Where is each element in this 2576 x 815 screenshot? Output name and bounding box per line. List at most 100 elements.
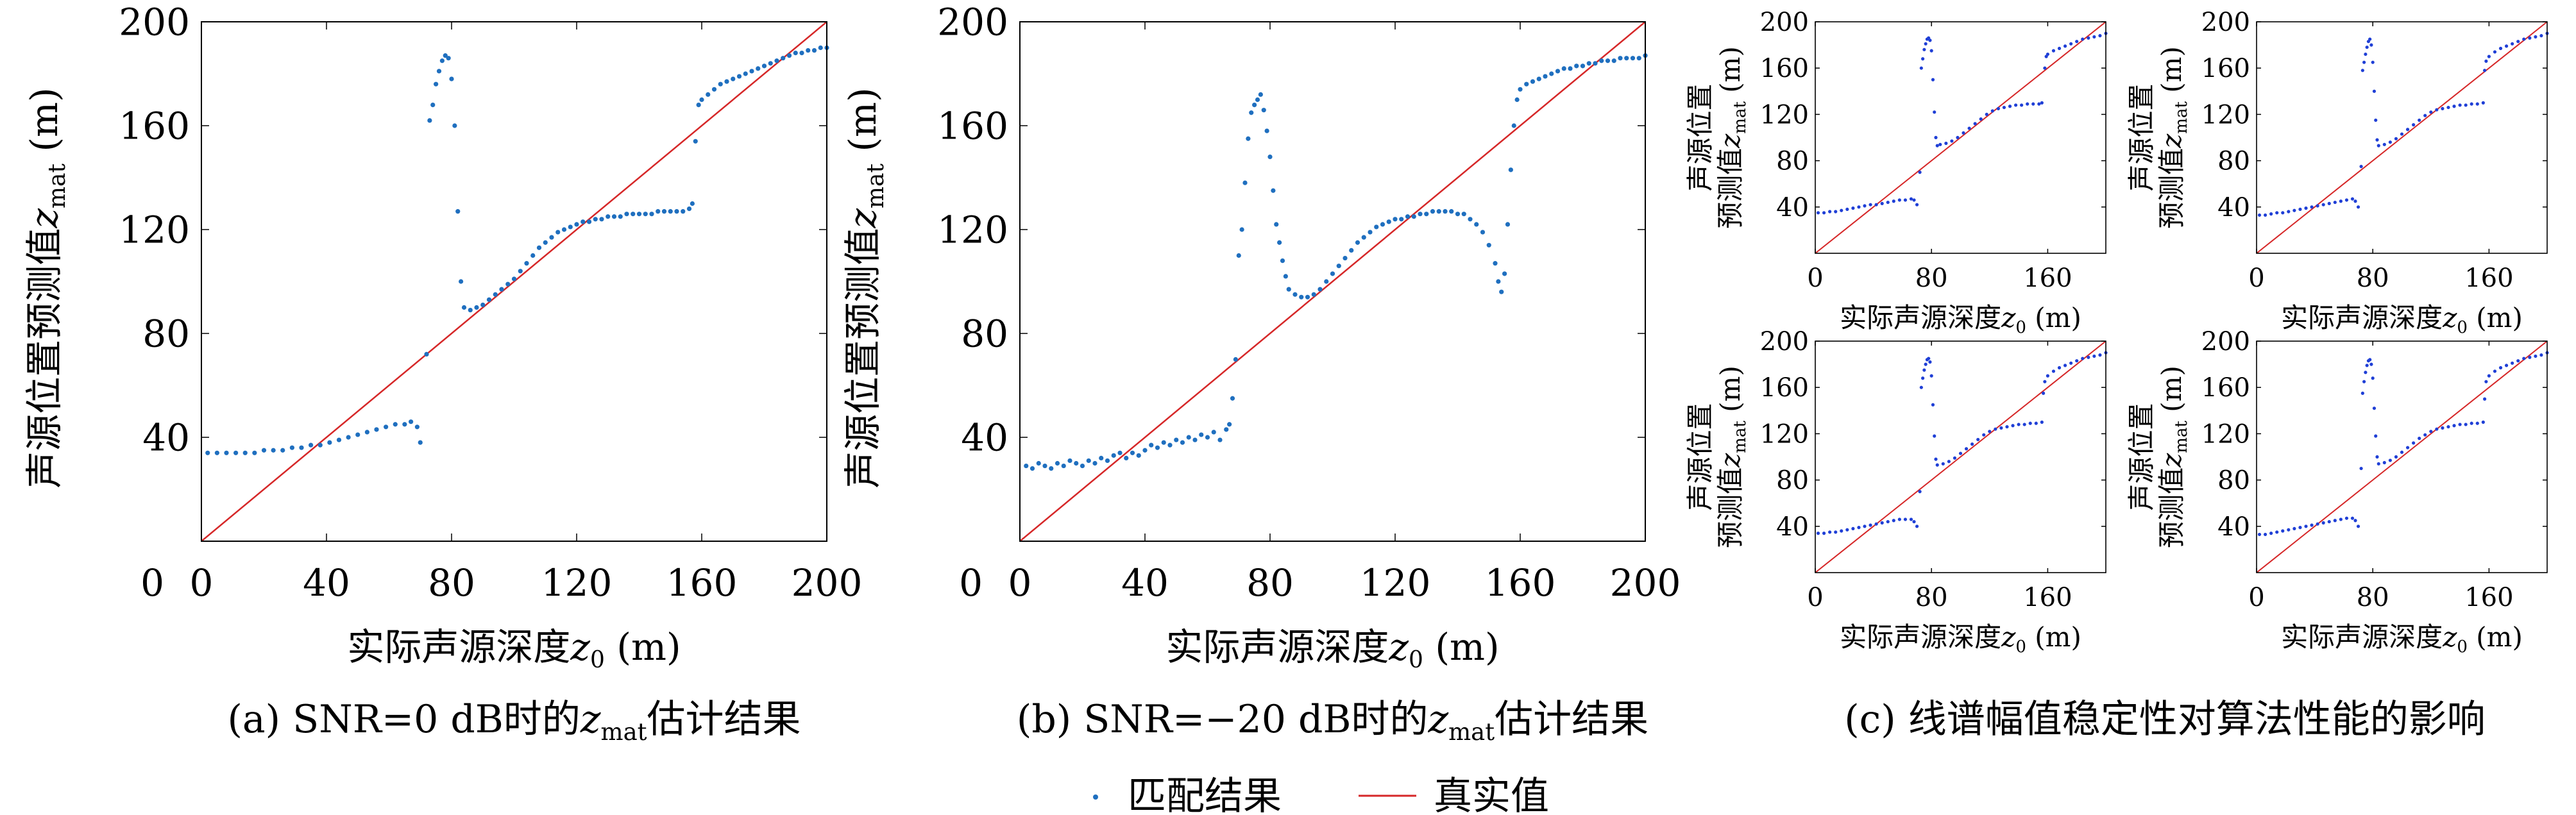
- match-point-c1-22: [1922, 47, 1926, 51]
- match-point-a-86: [756, 66, 761, 71]
- y-axis-label-line1-c1: 声源位置: [1684, 83, 1716, 191]
- match-point-a-19: [384, 424, 389, 430]
- match-point-b-66: [1374, 224, 1379, 230]
- match-point-b-61: [1343, 255, 1348, 261]
- match-point-c4-60: [2534, 354, 2538, 358]
- match-point-c4-46: [2464, 423, 2468, 426]
- match-point-c4-8: [2304, 525, 2308, 528]
- match-point-b-30: [1211, 430, 1216, 435]
- y-tick-label-c4-40: 40: [2217, 512, 2250, 542]
- x-tick-label-a-160: 160: [666, 561, 738, 605]
- match-point-b-56: [1311, 292, 1316, 297]
- y-tick-label-c2-80: 80: [2217, 147, 2250, 176]
- match-point-a-37: [461, 305, 467, 310]
- match-point-a-85: [749, 69, 754, 74]
- match-point-a-69: [661, 209, 667, 214]
- match-point-c1-11: [1880, 201, 1884, 205]
- match-point-b-55: [1305, 294, 1310, 299]
- match-point-c2-59: [2528, 36, 2532, 40]
- match-point-b-42: [1255, 97, 1260, 103]
- charts-group: 0 40 80 120 160 200 40 80 120 160 200 实际声源深度z0 (m) 声…: [22, 0, 2549, 746]
- match-point-c2-13: [2333, 200, 2337, 205]
- match-point-c3-27: [1929, 374, 1933, 378]
- match-point-a-48: [530, 253, 536, 258]
- match-point-a-70: [668, 209, 673, 214]
- match-point-b-57: [1318, 287, 1323, 292]
- y-tick-label-c2-200: 200: [2201, 8, 2250, 37]
- match-point-b-11: [1092, 460, 1097, 466]
- match-point-c4-52: [2487, 374, 2491, 378]
- match-point-b-70: [1399, 217, 1404, 222]
- match-point-a-75: [693, 139, 698, 144]
- match-point-c1-53: [2046, 52, 2049, 56]
- match-point-a-73: [686, 206, 692, 212]
- y-tick-label-c4-200: 200: [2201, 327, 2250, 357]
- true-value-line-c2: [2257, 22, 2547, 253]
- x-axis-label-c4: 实际声源深度z0 (m): [2281, 621, 2523, 657]
- match-point-c2-11: [2321, 203, 2325, 206]
- match-point-b-22: [1161, 440, 1166, 445]
- match-point-b-17: [1130, 450, 1135, 455]
- match-point-a-68: [656, 209, 661, 214]
- match-point-c4-16: [2350, 516, 2355, 520]
- match-point-c2-33: [2388, 140, 2392, 144]
- chart-b: 0 40 80 120 160 200 40 80 120 160 200 实际声源深度z0 (m) 声…: [841, 0, 1681, 746]
- match-point-c1-37: [1967, 126, 1971, 130]
- match-point-b-82: [1474, 222, 1479, 227]
- match-point-c3-51: [2043, 380, 2047, 383]
- match-point-a-87: [761, 63, 767, 69]
- chart-c2: 0 80 160 40 80 120 160 200 实际声源深度z0 (m) 声源位置预测值zm…: [2126, 8, 2549, 337]
- match-point-a-93: [799, 51, 804, 56]
- y-tick-label-b-40: 40: [961, 416, 1008, 459]
- match-point-c1-1: [1822, 211, 1826, 215]
- match-point-c2-1: [2263, 213, 2267, 217]
- y-tick-label-c4-120: 120: [2201, 419, 2250, 449]
- match-point-b-12: [1099, 455, 1104, 461]
- match-point-c4-1: [2263, 532, 2267, 537]
- match-point-a-81: [724, 79, 729, 84]
- match-point-b-89: [1505, 222, 1511, 227]
- y-tick-label-a-40: 40: [142, 416, 190, 459]
- match-point-c3-36: [1964, 447, 1969, 451]
- match-point-b-4: [1049, 466, 1054, 471]
- match-point-b-95: [1530, 79, 1536, 84]
- match-point-c2-36: [2405, 128, 2410, 131]
- match-point-b-60: [1336, 264, 1341, 269]
- match-point-a-78: [706, 92, 711, 97]
- match-point-c2-3: [2275, 211, 2279, 215]
- match-point-c1-38: [1973, 122, 1977, 126]
- match-point-c3-60: [2092, 354, 2096, 358]
- match-point-b-108: [1611, 58, 1616, 63]
- match-point-c2-56: [2511, 42, 2514, 46]
- match-point-c3-17: [1912, 519, 1916, 524]
- x-tick-label-b-160: 160: [1485, 561, 1556, 605]
- y-axis-label-line1-c3: 声源位置: [1684, 403, 1716, 510]
- match-point-a-51: [549, 235, 554, 240]
- match-point-a-57: [586, 219, 592, 224]
- match-point-b-74: [1424, 212, 1429, 217]
- match-point-c2-20: [2360, 69, 2364, 72]
- match-point-a-72: [681, 209, 686, 214]
- x-tick-label-b-0: 0: [1008, 561, 1032, 605]
- match-point-c2-48: [2475, 102, 2479, 106]
- match-point-c4-31: [2377, 462, 2380, 466]
- match-point-a-45: [511, 276, 517, 281]
- match-point-c1-49: [2037, 102, 2041, 106]
- match-point-c2-43: [2446, 105, 2450, 110]
- match-point-c4-42: [2441, 426, 2445, 430]
- match-point-c1-20: [1919, 66, 1923, 70]
- match-point-c3-10: [1874, 522, 1878, 526]
- match-point-c2-58: [2522, 37, 2526, 41]
- y-tick-label-c3-120: 120: [1760, 419, 1809, 449]
- match-point-b-10: [1086, 458, 1091, 464]
- match-point-c3-48: [2034, 421, 2038, 425]
- match-point-a-56: [580, 219, 586, 224]
- match-point-b-64: [1361, 235, 1366, 240]
- x-tick-label-b-80: 80: [1246, 561, 1294, 605]
- match-point-c4-56: [2511, 361, 2514, 365]
- match-point-c1-4: [1840, 208, 1843, 212]
- match-point-c1-29: [1933, 110, 1936, 114]
- match-point-b-85: [1493, 261, 1498, 266]
- match-point-a-8: [280, 448, 285, 453]
- match-point-b-100: [1561, 66, 1566, 71]
